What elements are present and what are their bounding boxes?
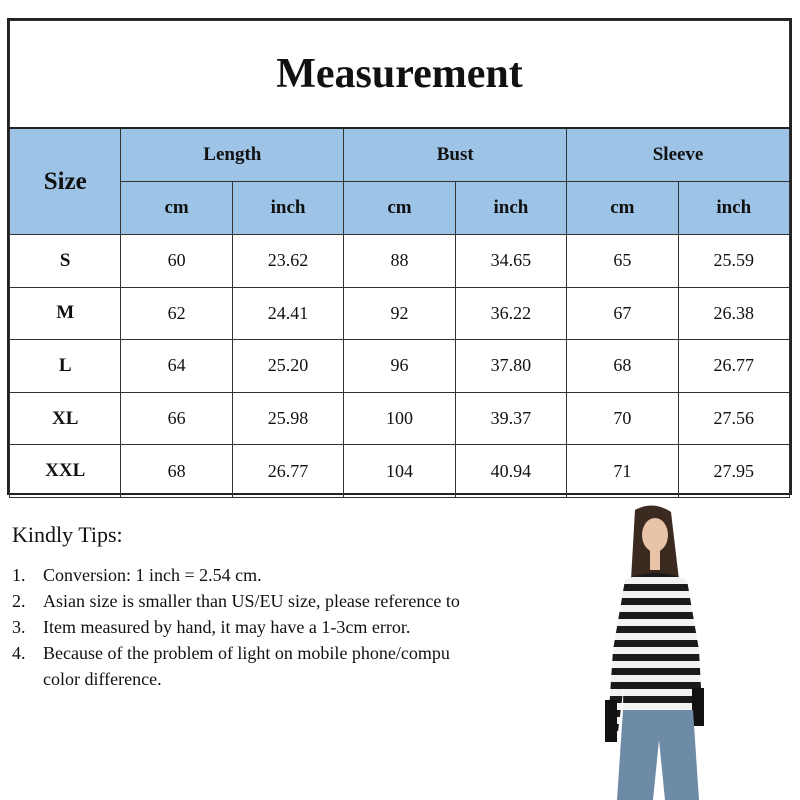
measurement-cell: 36.22 xyxy=(454,286,568,341)
table-row: XL 66 25.98 100 39.37 70 27.56 xyxy=(8,391,791,446)
measurement-cell: 40.94 xyxy=(454,444,568,498)
size-table: Measurement Size Length Bust Sleeve cm in… xyxy=(8,20,791,498)
tips-heading: Kindly Tips: xyxy=(12,522,123,547)
tip-number xyxy=(12,666,43,692)
tip-text: color difference. xyxy=(43,669,162,689)
unit-header: inch xyxy=(677,181,791,235)
tip-text: Item measured by hand, it may have a 1-3… xyxy=(43,617,411,637)
measurement-cell: 88 xyxy=(343,234,456,288)
measurement-cell: 96 xyxy=(343,339,456,393)
measurement-cell: 67 xyxy=(566,286,679,341)
unit-header: inch xyxy=(231,181,345,235)
tip-item: 3. Item measured by hand, it may have a 1… xyxy=(12,614,537,640)
size-cell: XL xyxy=(8,391,122,446)
tip-number: 2. xyxy=(12,591,26,611)
table-row: XXL 68 26.77 104 40.94 71 27.95 xyxy=(8,444,791,498)
tip-item: 2. Asian size is smaller than US/EU size,… xyxy=(12,588,537,614)
measurement-cell: 68 xyxy=(566,339,679,393)
bust-header: Bust xyxy=(343,127,568,182)
table-row: S 60 23.62 88 34.65 65 25.59 xyxy=(8,234,791,288)
measurement-cell: 64 xyxy=(120,339,233,393)
measurement-cell: 26.77 xyxy=(231,444,345,498)
chart-title: Measurement xyxy=(9,20,790,129)
kindly-tips: Kindly Tips: 1. Conversion: 1 inch = 2.54… xyxy=(12,522,537,692)
size-header: Size xyxy=(8,127,122,235)
measurement-cell: 65 xyxy=(566,234,679,288)
model-photo xyxy=(605,505,704,800)
size-cell: M xyxy=(8,286,122,341)
tip-number: 3. xyxy=(12,617,26,637)
tip-text: Asian size is smaller than US/EU size, p… xyxy=(43,591,460,611)
measurement-cell: 100 xyxy=(343,391,456,446)
size-cell: S xyxy=(8,234,122,288)
size-cell: XXL xyxy=(8,444,122,498)
measurement-cell: 71 xyxy=(566,444,679,498)
measurement-cell: 27.95 xyxy=(677,444,791,498)
table-row: L 64 25.20 96 37.80 68 26.77 xyxy=(8,339,791,393)
measurement-cell: 60 xyxy=(120,234,233,288)
tip-number: 4. xyxy=(12,643,26,663)
tip-item: color difference. xyxy=(12,666,537,692)
table-row: M 62 24.41 92 36.22 67 26.38 xyxy=(8,286,791,341)
measurement-cell: 26.38 xyxy=(677,286,791,341)
unit-header: cm xyxy=(120,181,233,235)
measurement-cell: 34.65 xyxy=(454,234,568,288)
tip-text: Conversion: 1 inch = 2.54 cm. xyxy=(43,565,262,585)
unit-header: cm xyxy=(566,181,679,235)
tips-list: 1. Conversion: 1 inch = 2.54 cm. 2. Asian s… xyxy=(12,562,537,692)
measurement-cell: 25.59 xyxy=(677,234,791,288)
measurement-cell: 104 xyxy=(343,444,456,498)
tip-text: Because of the problem of light on mobil… xyxy=(43,643,450,663)
measurement-cell: 39.37 xyxy=(454,391,568,446)
measurement-cell: 62 xyxy=(120,286,233,341)
measurement-cell: 92 xyxy=(343,286,456,341)
tip-item: 1. Conversion: 1 inch = 2.54 cm. xyxy=(12,562,537,588)
sleeve-header: Sleeve xyxy=(566,127,790,182)
length-header: Length xyxy=(120,127,345,182)
measurement-cell: 23.62 xyxy=(231,234,345,288)
size-chart: Measurement Size Length Bust Sleeve cm in… xyxy=(7,18,792,498)
measurement-cell: 37.80 xyxy=(454,339,568,393)
size-cell: L xyxy=(8,339,122,393)
unit-header: cm xyxy=(343,181,456,235)
unit-header: inch xyxy=(454,181,568,235)
measurement-cell: 68 xyxy=(120,444,233,498)
measurement-cell: 27.56 xyxy=(677,391,791,446)
measurement-cell: 25.20 xyxy=(231,339,345,393)
measurement-cell: 66 xyxy=(120,391,233,446)
measurement-cell: 70 xyxy=(566,391,679,446)
tip-number: 1. xyxy=(12,565,26,585)
tip-item: 4. Because of the problem of light on mob… xyxy=(12,640,537,666)
measurement-cell: 24.41 xyxy=(231,286,345,341)
measurement-cell: 26.77 xyxy=(677,339,791,393)
measurement-cell: 25.98 xyxy=(231,391,345,446)
